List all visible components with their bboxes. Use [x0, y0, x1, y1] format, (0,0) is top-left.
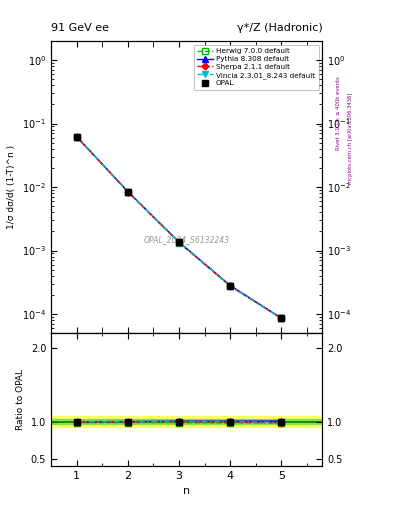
- Legend: Herwig 7.0.0 default, Pythia 8.308 default, Sherpa 2.1.1 default, Vincia 2.3.01_: Herwig 7.0.0 default, Pythia 8.308 defau…: [193, 45, 319, 90]
- Herwig 7.0.0 default: [176, 240, 181, 246]
- Line: Sherpa 2.1.1 default: Sherpa 2.1.1 default: [74, 134, 284, 321]
- OPAL: [279, 315, 284, 322]
- Line: Vincia 2.3.01_8.243 default: Vincia 2.3.01_8.243 default: [74, 134, 284, 321]
- Sherpa 2.1.1 default: [74, 134, 79, 140]
- Herwig 7.0.0 default: [74, 134, 79, 140]
- OPAL: [74, 134, 79, 140]
- Line: Pythia 8.308 default: Pythia 8.308 default: [74, 134, 284, 321]
- Text: 91 GeV ee: 91 GeV ee: [51, 23, 109, 33]
- Vincia 2.3.01_8.243 default: [74, 134, 79, 140]
- Herwig 7.0.0 default: [125, 189, 130, 195]
- Text: OPAL_2004_S6132243: OPAL_2004_S6132243: [144, 235, 230, 244]
- Pythia 8.308 default: [176, 239, 181, 245]
- Pythia 8.308 default: [228, 282, 233, 288]
- Herwig 7.0.0 default: [279, 315, 284, 322]
- Herwig 7.0.0 default: [228, 283, 233, 289]
- X-axis label: n: n: [183, 486, 190, 496]
- Vincia 2.3.01_8.243 default: [279, 315, 284, 322]
- Sherpa 2.1.1 default: [228, 283, 233, 289]
- Vincia 2.3.01_8.243 default: [228, 283, 233, 289]
- Line: OPAL: OPAL: [73, 133, 285, 322]
- Vincia 2.3.01_8.243 default: [125, 188, 130, 195]
- Line: Herwig 7.0.0 default: Herwig 7.0.0 default: [74, 134, 284, 321]
- Vincia 2.3.01_8.243 default: [176, 239, 181, 245]
- Bar: [51, 419, 322, 424]
- Sherpa 2.1.1 default: [125, 188, 130, 195]
- Pythia 8.308 default: [74, 134, 79, 140]
- OPAL: [176, 239, 181, 245]
- Pythia 8.308 default: [279, 315, 284, 321]
- Text: Rivet 3.1.10, ≥ 400k events: Rivet 3.1.10, ≥ 400k events: [336, 76, 341, 150]
- Sherpa 2.1.1 default: [279, 315, 284, 322]
- Y-axis label: 1/σ dσ/d( (1-T)^n ): 1/σ dσ/d( (1-T)^n ): [7, 145, 17, 229]
- Sherpa 2.1.1 default: [176, 239, 181, 245]
- Text: γ*/Z (Hadronic): γ*/Z (Hadronic): [237, 23, 322, 33]
- OPAL: [228, 283, 233, 289]
- Text: mcplots.cern.ch [arXiv:1306.3436]: mcplots.cern.ch [arXiv:1306.3436]: [348, 93, 353, 184]
- Pythia 8.308 default: [125, 188, 130, 195]
- OPAL: [125, 188, 130, 195]
- Y-axis label: Ratio to OPAL: Ratio to OPAL: [16, 369, 25, 430]
- Bar: [51, 416, 322, 427]
